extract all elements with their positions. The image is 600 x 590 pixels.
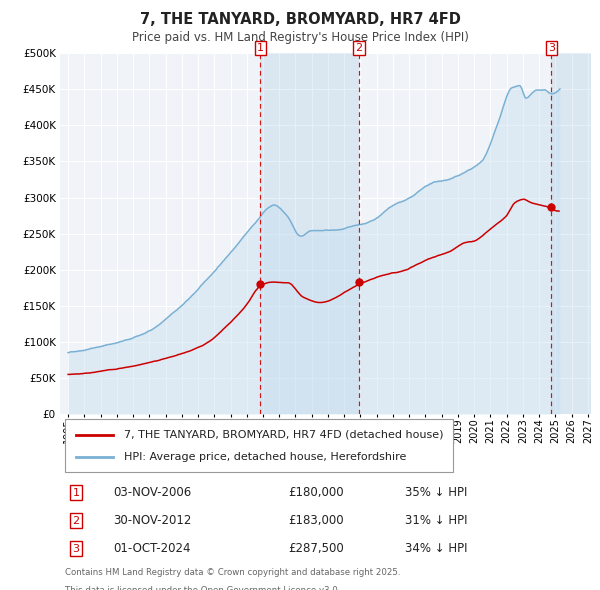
- Text: 1: 1: [257, 43, 264, 53]
- Text: 31% ↓ HPI: 31% ↓ HPI: [405, 514, 467, 527]
- Text: 2: 2: [73, 516, 79, 526]
- Text: 30-NOV-2012: 30-NOV-2012: [113, 514, 191, 527]
- Text: 2: 2: [355, 43, 362, 53]
- Text: £183,000: £183,000: [289, 514, 344, 527]
- Text: £180,000: £180,000: [289, 486, 344, 499]
- Text: 3: 3: [548, 43, 555, 53]
- Text: 01-OCT-2024: 01-OCT-2024: [113, 542, 191, 555]
- Text: 1: 1: [73, 488, 79, 498]
- Text: This data is licensed under the Open Government Licence v3.0.: This data is licensed under the Open Gov…: [65, 586, 341, 590]
- Text: 34% ↓ HPI: 34% ↓ HPI: [405, 542, 467, 555]
- Text: £287,500: £287,500: [289, 542, 344, 555]
- Text: 7, THE TANYARD, BROMYARD, HR7 4FD: 7, THE TANYARD, BROMYARD, HR7 4FD: [140, 12, 460, 27]
- Bar: [260, 53, 359, 414]
- Text: Price paid vs. HM Land Registry's House Price Index (HPI): Price paid vs. HM Land Registry's House …: [131, 31, 469, 44]
- Text: 7, THE TANYARD, BROMYARD, HR7 4FD (detached house): 7, THE TANYARD, BROMYARD, HR7 4FD (detac…: [124, 430, 443, 440]
- Text: 03-NOV-2006: 03-NOV-2006: [113, 486, 191, 499]
- Text: 35% ↓ HPI: 35% ↓ HPI: [405, 486, 467, 499]
- Text: 3: 3: [73, 543, 79, 553]
- Text: Contains HM Land Registry data © Crown copyright and database right 2025.: Contains HM Land Registry data © Crown c…: [65, 568, 401, 578]
- Bar: [551, 53, 591, 414]
- Text: HPI: Average price, detached house, Herefordshire: HPI: Average price, detached house, Here…: [124, 452, 406, 462]
